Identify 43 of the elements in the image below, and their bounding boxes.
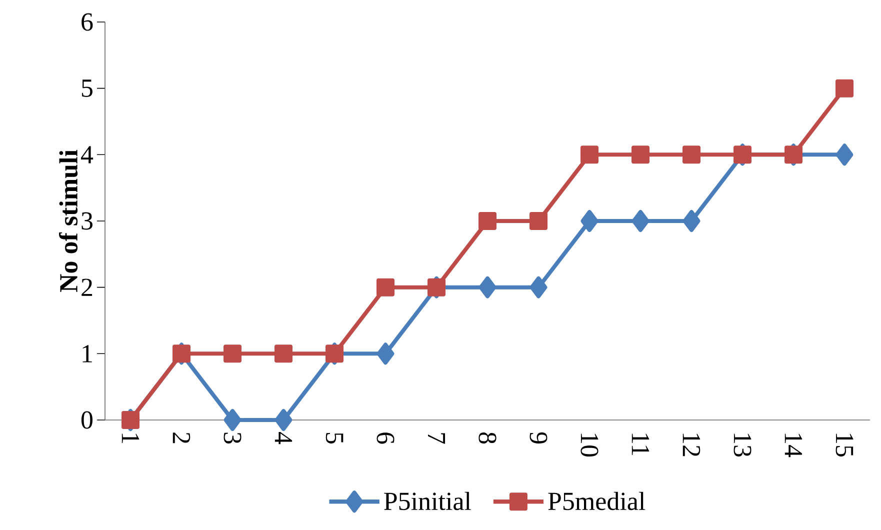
legend-label: P5medial — [548, 492, 646, 510]
point — [682, 210, 700, 232]
point — [835, 79, 854, 98]
x-tick-label: 2 — [172, 432, 190, 444]
point — [836, 144, 854, 166]
point — [274, 408, 292, 431]
y-tick-label: 2 — [82, 278, 92, 296]
x-tick-label: 13 — [734, 434, 752, 456]
x-tick-label: 14 — [784, 434, 802, 458]
point — [682, 146, 700, 164]
point — [376, 342, 394, 365]
y-tick-label: 6 — [82, 13, 93, 31]
point — [632, 210, 650, 232]
point — [580, 210, 598, 232]
y-tick-label: 3 — [82, 212, 92, 230]
x-tick-label: 6 — [376, 432, 394, 444]
point — [632, 146, 650, 164]
x-tick-label: 4 — [274, 432, 292, 444]
y-tick-label: 0 — [81, 411, 92, 429]
x-tick-label: 5 — [326, 433, 344, 444]
y-tick-label: 4 — [80, 146, 94, 164]
point — [478, 212, 496, 230]
x-tick-label: 9 — [530, 432, 548, 444]
y-axis-title: No of stimuli — [58, 150, 78, 292]
point — [530, 276, 548, 298]
point — [478, 276, 496, 298]
x-tick-label: 10 — [580, 434, 598, 457]
point — [580, 146, 598, 164]
point — [530, 212, 548, 230]
y-tick-label: 1 — [82, 345, 92, 362]
x-tick-label: 7 — [428, 433, 446, 444]
x-tick-label: 8 — [478, 432, 496, 444]
point — [224, 408, 242, 431]
x-tick-label: 3 — [224, 432, 242, 444]
x-tick-label: 1 — [122, 434, 140, 443]
point — [376, 278, 394, 296]
point — [224, 344, 242, 363]
point — [274, 344, 293, 363]
y-tick-label: 5 — [82, 80, 92, 97]
legend-label: P5initial — [384, 492, 471, 510]
x-tick-label: 15 — [836, 434, 854, 456]
x-tick-label: 11 — [632, 434, 650, 455]
x-tick-label: 12 — [682, 434, 700, 456]
